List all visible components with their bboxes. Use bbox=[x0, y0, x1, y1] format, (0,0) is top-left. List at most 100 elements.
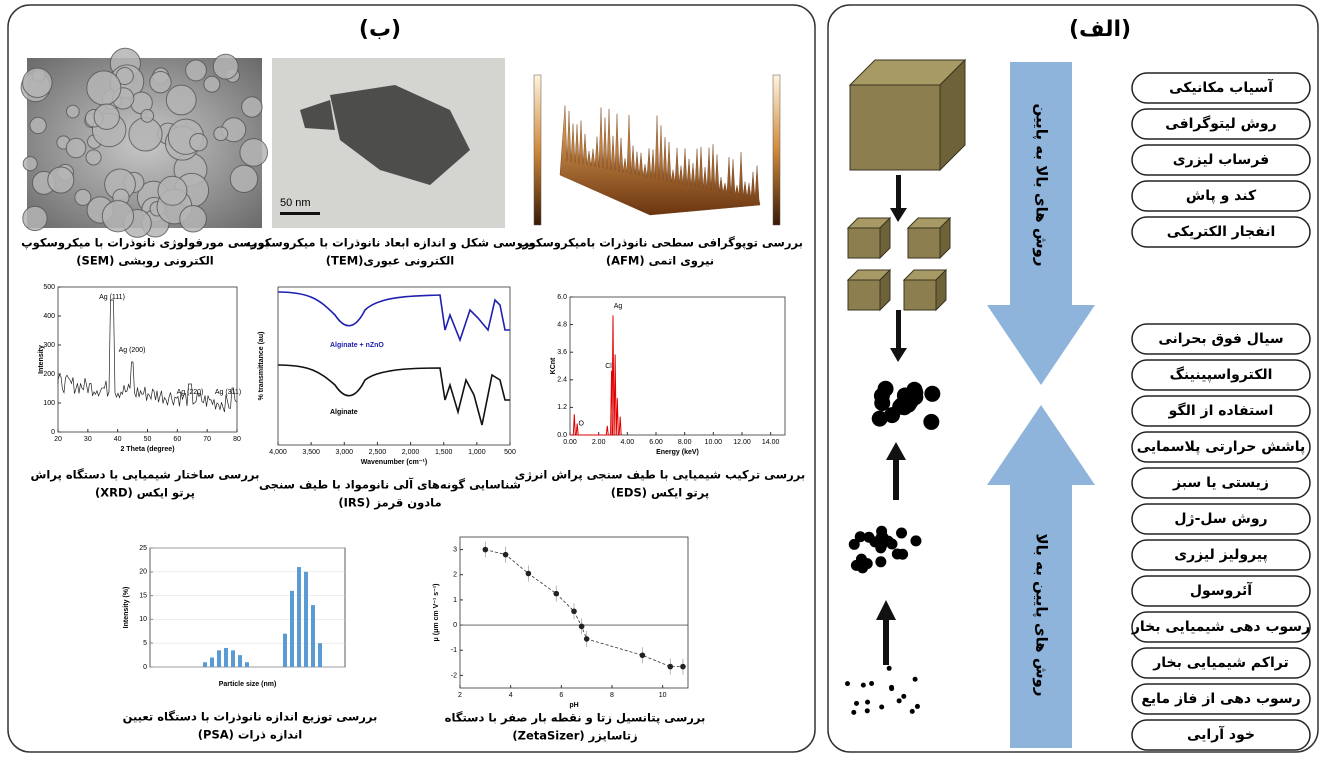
sem-grain bbox=[150, 72, 171, 93]
y-axis-label: Intensity (%) bbox=[123, 587, 130, 629]
caption: زتاسایزر (ZetaSizer) bbox=[512, 729, 637, 743]
caption: مادون قرمز (IRS) bbox=[338, 496, 441, 511]
method-label: روش سل-ژل bbox=[1174, 511, 1267, 527]
sem-grain bbox=[66, 138, 86, 158]
method-label: کند و پاش bbox=[1186, 188, 1257, 204]
sem-grain bbox=[186, 60, 207, 81]
y-tick-label: 3.6 bbox=[557, 349, 567, 356]
peak-label: Ag (220) bbox=[177, 389, 204, 396]
method-label: انفجار الکتریکی bbox=[1167, 224, 1276, 240]
sem-grain bbox=[23, 68, 52, 97]
method-label: زیستی یا سبز bbox=[1172, 475, 1269, 491]
dot bbox=[865, 700, 870, 705]
y-tick-label: 2.4 bbox=[557, 377, 567, 384]
curve-label: Alginate bbox=[330, 409, 358, 416]
zeta-line bbox=[485, 550, 683, 667]
method-label: تراکم شیمیایی بخار bbox=[1152, 655, 1289, 671]
dot bbox=[910, 535, 921, 546]
zeta-point bbox=[571, 608, 577, 614]
x-tick-label: 40 bbox=[114, 436, 122, 443]
dot bbox=[865, 708, 870, 713]
y-tick-label: 0.0 bbox=[557, 432, 567, 439]
sem-grain bbox=[87, 71, 121, 105]
dot bbox=[887, 666, 892, 671]
scale-bar-label: 50 nm bbox=[280, 197, 311, 209]
cube-illustration bbox=[848, 60, 965, 310]
zeta-point bbox=[640, 652, 646, 658]
dot bbox=[924, 386, 940, 402]
method-label: پیرولیز لیزری bbox=[1174, 547, 1268, 563]
method-label: روش لیتوگرافی bbox=[1165, 115, 1276, 132]
y-tick-label: 200 bbox=[43, 371, 55, 378]
dot bbox=[887, 538, 898, 549]
caption: بررسی مورفولوژی نانوذرات با میکروسکوپ bbox=[21, 236, 269, 251]
x-tick-label: 2,500 bbox=[369, 449, 387, 456]
x-axis-label: Particle size (nm) bbox=[219, 681, 277, 688]
bar bbox=[231, 650, 235, 667]
zeta-point bbox=[503, 552, 509, 558]
curve-label: Alginate + nZnO bbox=[330, 342, 384, 349]
method-label: خود آرایی bbox=[1187, 725, 1255, 743]
sem-grain bbox=[214, 127, 228, 141]
caption: بررسی شکل و اندازه ابعاد نانوذرات با میک… bbox=[246, 236, 534, 251]
eds-spectrum bbox=[570, 315, 621, 435]
y-tick-label: -1 bbox=[451, 647, 457, 654]
y-tick-label: 0 bbox=[143, 664, 147, 671]
y-tick-label: 10 bbox=[139, 616, 147, 623]
sem-grain bbox=[48, 167, 74, 193]
sem-grain bbox=[94, 104, 119, 129]
y-tick-label: 1 bbox=[453, 597, 457, 604]
method-label: الکترواسپینینگ bbox=[1170, 366, 1273, 383]
method-label: آئروسول bbox=[1190, 581, 1253, 599]
x-tick-label: 50 bbox=[144, 436, 152, 443]
y-axis-label: Intensity bbox=[38, 345, 45, 374]
x-tick-label: 30 bbox=[84, 436, 92, 443]
sem-grain bbox=[190, 133, 208, 151]
sem-grain bbox=[30, 117, 46, 133]
dot bbox=[875, 556, 886, 567]
x-tick-label: 2.00 bbox=[592, 439, 606, 446]
y-tick-label: 6.0 bbox=[557, 294, 567, 301]
x-tick-label: 10 bbox=[659, 692, 667, 699]
y-tick-label: 300 bbox=[43, 342, 55, 349]
afm-surface bbox=[560, 106, 760, 215]
x-tick-label: 80 bbox=[233, 436, 241, 443]
sem-grain bbox=[240, 139, 268, 167]
zeta-point bbox=[526, 571, 532, 577]
dot bbox=[897, 698, 902, 703]
bar bbox=[238, 655, 242, 667]
x-tick-label: 4,000 bbox=[269, 449, 287, 456]
ir-curve bbox=[278, 365, 510, 425]
ir-curve bbox=[278, 292, 510, 340]
y-tick-label: 3 bbox=[453, 546, 457, 553]
dot bbox=[889, 686, 894, 691]
bar bbox=[245, 662, 249, 667]
method-label: رسوب دهی از فاز مایع bbox=[1141, 691, 1300, 707]
caption: پرتو ایکس (XRD) bbox=[95, 486, 195, 501]
method-label: آسیاب مکانیکی bbox=[1169, 78, 1274, 96]
x-tick-label: 2 bbox=[458, 692, 462, 699]
dot bbox=[892, 548, 903, 559]
panel-title: (ب) bbox=[359, 17, 401, 42]
x-axis-label: Wavenumber (cm⁻¹) bbox=[361, 459, 427, 466]
x-tick-label: 4 bbox=[509, 692, 513, 699]
bar bbox=[210, 657, 214, 667]
dot bbox=[901, 694, 906, 699]
dot bbox=[878, 381, 894, 397]
dot bbox=[863, 532, 874, 543]
sem-grain bbox=[158, 176, 187, 205]
dot bbox=[907, 389, 923, 405]
x-tick-label: 20 bbox=[54, 436, 62, 443]
bar bbox=[304, 572, 308, 667]
sem-grain bbox=[86, 150, 101, 165]
plot-frame bbox=[278, 287, 510, 445]
bar bbox=[283, 634, 287, 667]
x-tick-label: 2,000 bbox=[402, 449, 420, 456]
x-tick-label: 6 bbox=[559, 692, 563, 699]
xrd-curve bbox=[58, 300, 237, 412]
y-tick-label: 400 bbox=[43, 313, 55, 320]
sem-grain bbox=[230, 165, 257, 192]
dot bbox=[845, 681, 850, 686]
caption: بررسی توپوگرافی سطحی نانوذرات بامیکروسکو… bbox=[517, 236, 803, 251]
y-axis-label: % transmittance (au) bbox=[258, 332, 265, 401]
